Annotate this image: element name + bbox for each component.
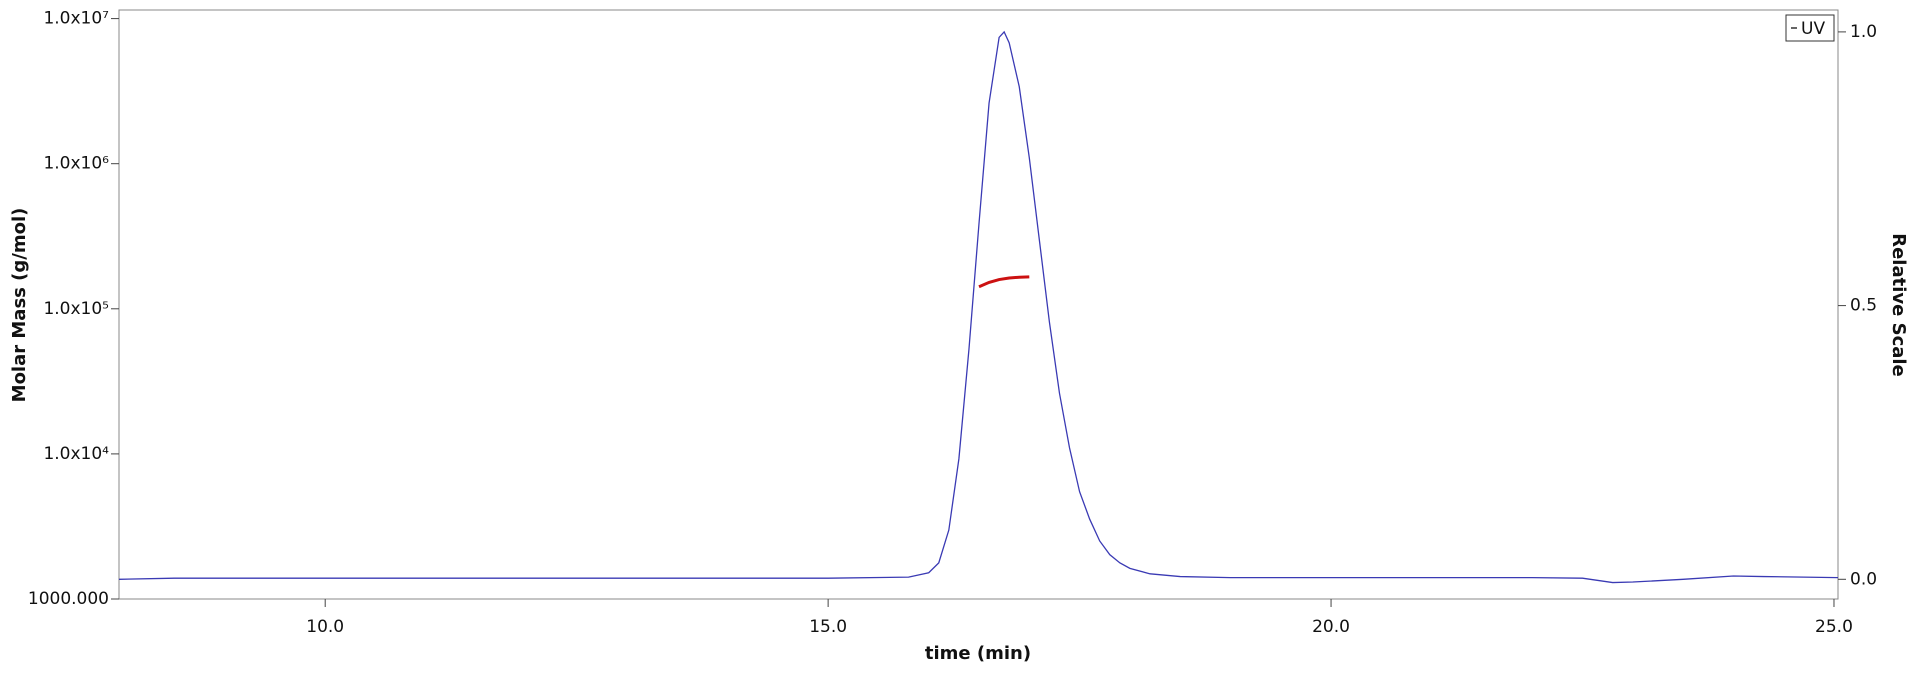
y-tick-label: 1000.000	[28, 589, 109, 609]
legend-label: UV	[1801, 19, 1825, 39]
y2-tick-label: 0.0	[1850, 569, 1877, 589]
y2-tick-label: 0.5	[1850, 296, 1877, 316]
y-tick-label: 1.0x10⁶	[43, 154, 109, 174]
y-tick-label: 1.0x10⁷	[43, 9, 109, 29]
y-tick-label: 1.0x10⁴	[43, 444, 109, 464]
x-tick-label: 25.0	[1815, 617, 1853, 637]
x-tick-label: 10.0	[306, 617, 344, 637]
y-tick-label: 1.0x10⁵	[43, 299, 109, 319]
x-tick-label: 20.0	[1312, 617, 1350, 637]
plot-frame	[118, 9, 1839, 600]
y2-axis-label: Relative Scale	[1888, 233, 1909, 377]
series-line	[118, 30, 1839, 584]
y2-tick-label: 1.0	[1850, 22, 1877, 42]
x-tick-label: 15.0	[809, 617, 847, 637]
series-line	[978, 275, 1030, 289]
y-axis-label: Molar Mass (g/mol)	[9, 208, 30, 403]
x-axis-label: time (min)	[925, 643, 1031, 664]
